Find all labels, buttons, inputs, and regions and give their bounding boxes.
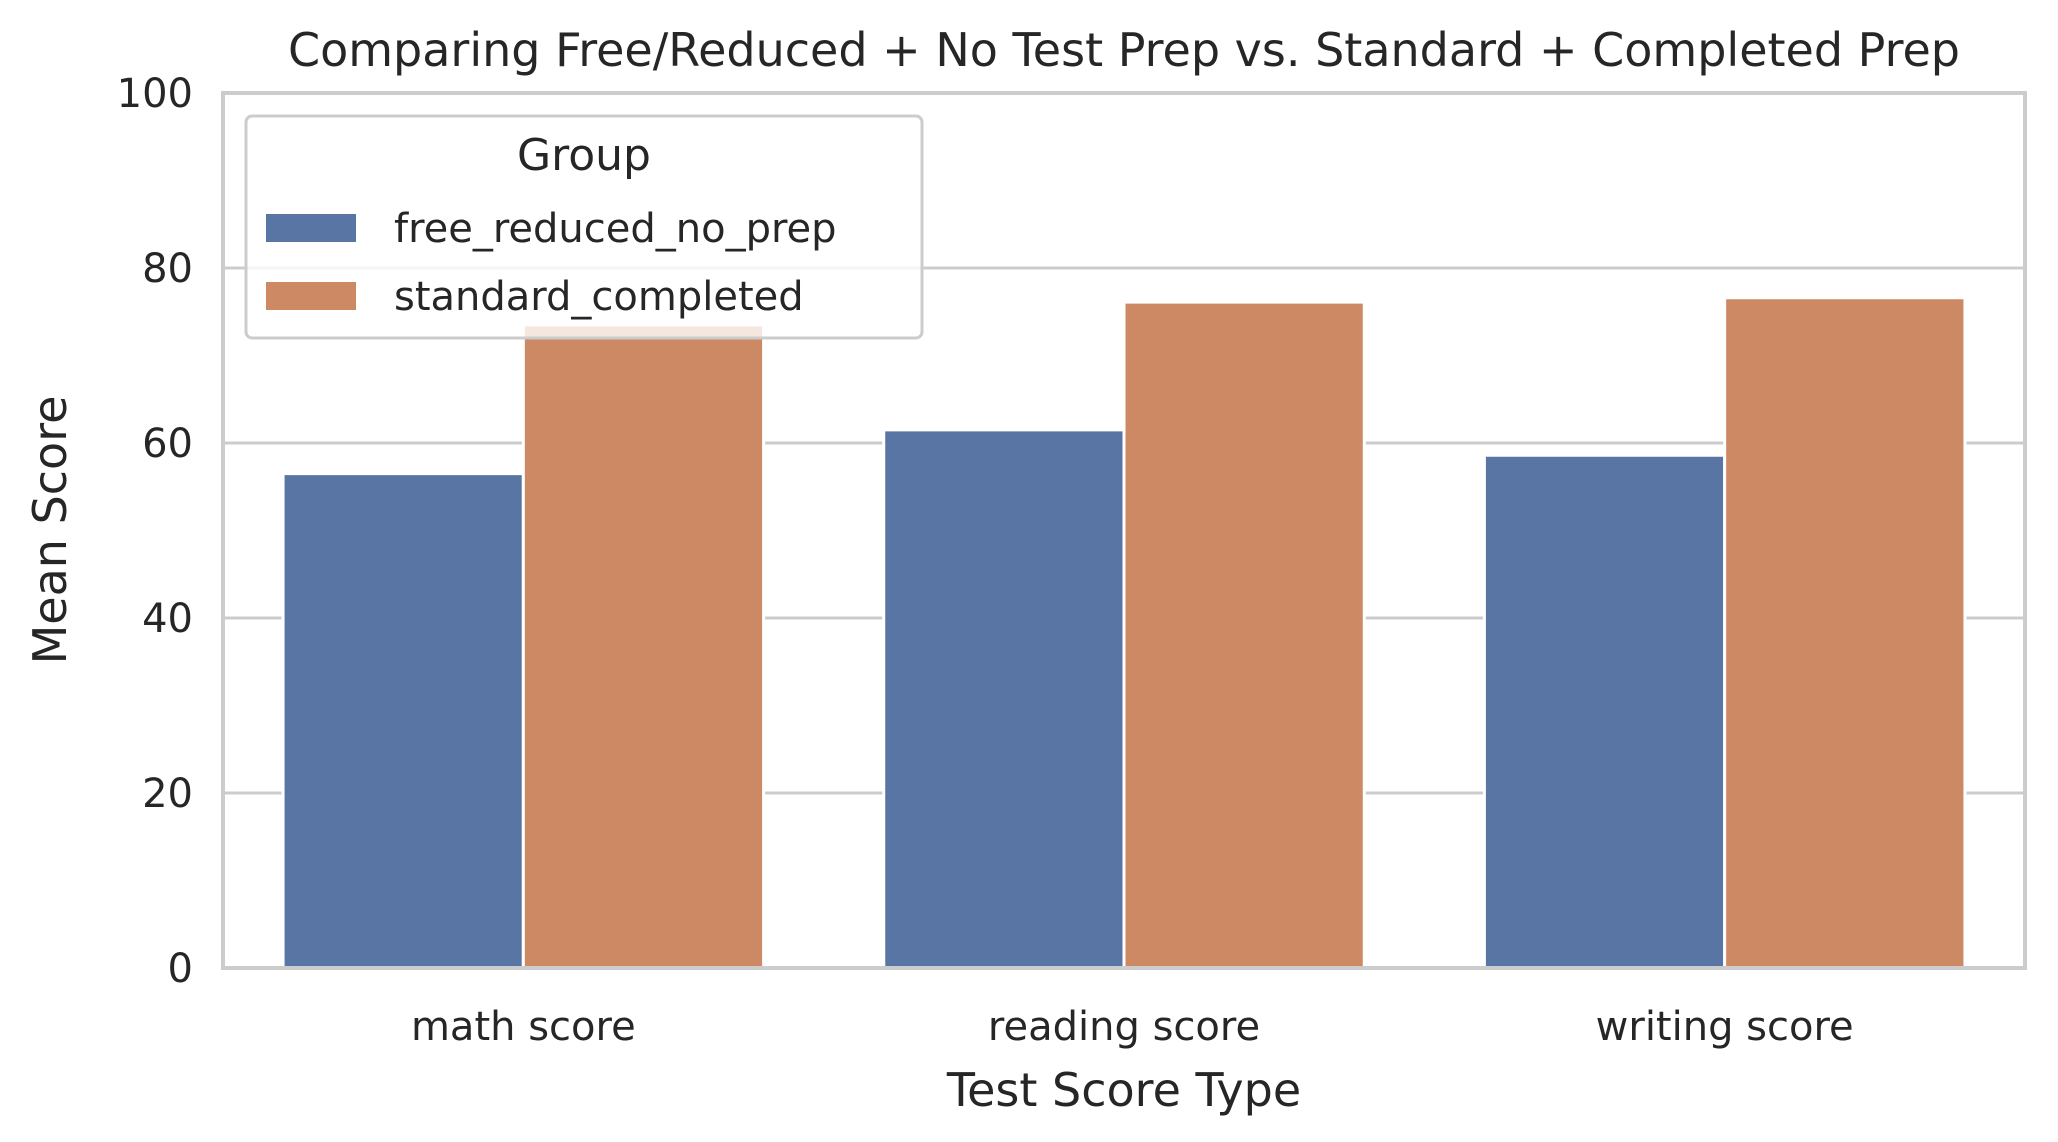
- y-tick-label: 60: [142, 421, 193, 467]
- chart-title: Comparing Free/Reduced + No Test Prep vs…: [288, 23, 1960, 77]
- y-tick-label: 80: [142, 246, 193, 292]
- y-tick-labels: 0 20 40 60 80 100: [117, 71, 193, 992]
- y-tick-label: 20: [142, 771, 193, 817]
- legend-title: Group: [517, 130, 651, 181]
- x-tick-labels: math score reading score writing score: [411, 1004, 1854, 1050]
- legend-items: free_reduced_no_prep standard_completed: [266, 206, 837, 320]
- bar-standard_completed-reading-score: [1122, 300, 1366, 970]
- bars: [281, 296, 1967, 970]
- bar-free_reduced_no_prep-reading-score: [882, 428, 1126, 970]
- x-axis-label: Test Score Type: [946, 1063, 1301, 1117]
- y-axis-label: Mean Score: [23, 396, 77, 665]
- bar-standard_completed-writing-score: [1723, 296, 1967, 970]
- bar-free_reduced_no_prep-writing-score: [1482, 453, 1727, 970]
- y-tick-label: 0: [168, 946, 193, 992]
- legend-label: standard_completed: [394, 274, 804, 320]
- x-tick-label: writing score: [1596, 1004, 1854, 1050]
- legend-swatch: [266, 282, 356, 310]
- x-tick-label: reading score: [988, 1004, 1260, 1050]
- x-tick-label: math score: [411, 1004, 636, 1050]
- legend-label: free_reduced_no_prep: [394, 206, 837, 252]
- plot-frame: [221, 91, 2027, 970]
- bar-standard_completed-math-score: [521, 323, 766, 970]
- legend-swatch: [266, 214, 356, 242]
- y-tick-label: 100: [117, 71, 193, 117]
- y-tick-label: 40: [142, 596, 193, 642]
- legend: Group free_reduced_no_prep standard_compl…: [244, 114, 924, 340]
- legend-box: [244, 114, 924, 340]
